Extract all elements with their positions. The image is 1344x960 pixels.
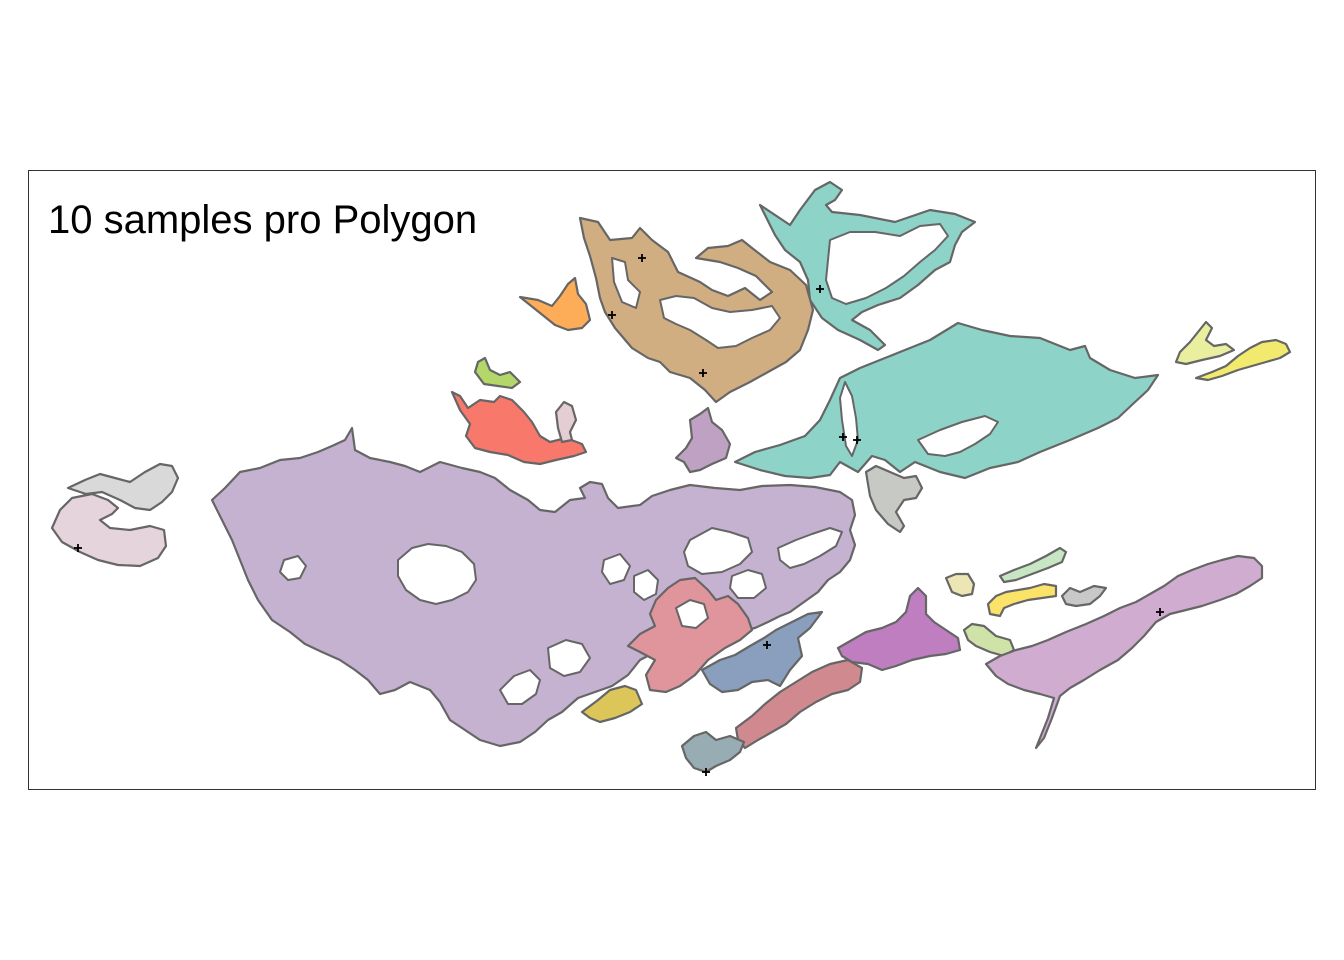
sample-point-marker [839,433,847,441]
polygon-layer [50,180,1292,774]
polygon-hole [729,569,767,599]
lilac-east-polygon [984,554,1264,750]
purple-large-polygon [210,426,857,748]
grey-west-polygon [66,462,180,512]
sample-point-marker [763,641,771,649]
lime-east-polygon [1174,320,1236,366]
sample-point-marker [1156,608,1164,616]
polygon-hole [611,257,641,309]
red-polygon [450,390,588,466]
polygon-hole [547,639,591,677]
sample-point-marker [816,285,824,293]
slate-polygon [680,730,746,774]
dusty-rose-polygon [734,658,864,750]
mint-polygon [998,546,1068,584]
polygon-hole [279,555,307,581]
polygon-hole [825,223,949,305]
polygon-hole [675,599,709,629]
polygon-hole [839,381,859,457]
polygon-hole [659,295,781,349]
orange-polygon [518,276,592,332]
polygon-hole [683,527,753,575]
rose-polygon [626,576,754,694]
polygon-hole [633,569,659,601]
cream-polygon [944,572,976,598]
magenta-polygon [836,586,962,672]
blue-polygon [700,610,824,694]
polygon-hole [777,527,843,569]
grey-center-polygon [864,464,924,534]
teal-center-polygon [733,321,1160,480]
yellow-small-polygon [580,684,644,724]
polygon-hole [397,543,477,605]
sample-point-marker [74,544,82,552]
yellow-polygon [986,582,1058,618]
polygon-hole [917,415,999,457]
green-small-polygon [473,356,522,390]
sample-point-marker [638,254,646,262]
map-panel [28,170,1316,790]
sample-point-marker [608,311,616,319]
yellow-east-polygon [1194,338,1292,382]
sample-point-marker [702,768,710,776]
sample-point-marker [699,369,707,377]
polygon-hole [499,669,541,705]
sample-point-marker [853,436,861,444]
sample-marker-layer [74,254,1164,776]
map-title: 10 samples pro Polygon [48,198,478,242]
mauve-small-polygon [674,406,732,474]
pale-green-polygon [962,622,1016,658]
grey-east-polygon [1060,584,1108,608]
pink-small-polygon [554,400,578,444]
polygon-hole [601,553,631,585]
